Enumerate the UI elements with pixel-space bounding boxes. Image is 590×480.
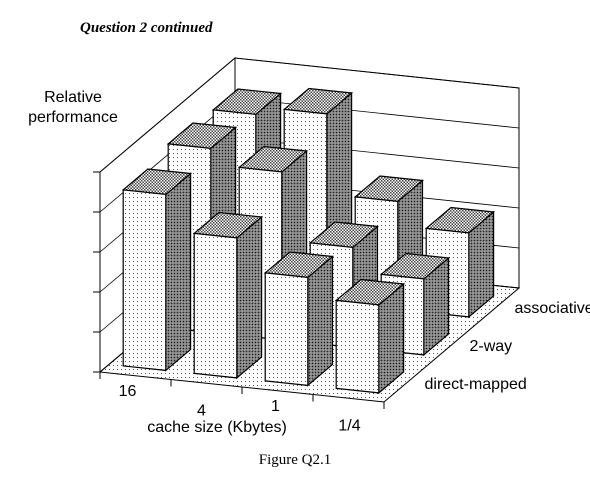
bar xyxy=(192,211,264,380)
series-label: direct-mapped xyxy=(425,376,527,393)
bar-front xyxy=(193,232,238,379)
series-label: 2-way xyxy=(470,338,513,355)
x-tick-label: 1/4 xyxy=(338,417,360,434)
bar-side xyxy=(165,172,192,372)
bar xyxy=(263,251,334,387)
x-tick-label: 16 xyxy=(119,383,137,400)
bar-front xyxy=(122,189,167,372)
bar xyxy=(334,278,406,395)
bar-side xyxy=(236,215,263,380)
bar-side xyxy=(307,255,334,387)
x-axis-label: cache size (Kbytes) xyxy=(147,419,287,436)
series-label: associative xyxy=(515,300,590,317)
x-tick-label: 4 xyxy=(197,402,206,419)
y-axis-label: Relative performance xyxy=(28,89,118,126)
bar-front xyxy=(264,272,309,387)
bar-front xyxy=(335,299,380,394)
caption: Figure Q2.1 xyxy=(258,452,332,468)
bar xyxy=(121,168,193,372)
grid-line xyxy=(99,57,520,173)
x-tick-label: 1 xyxy=(271,398,280,415)
heading: Question 2 continued xyxy=(80,20,213,36)
